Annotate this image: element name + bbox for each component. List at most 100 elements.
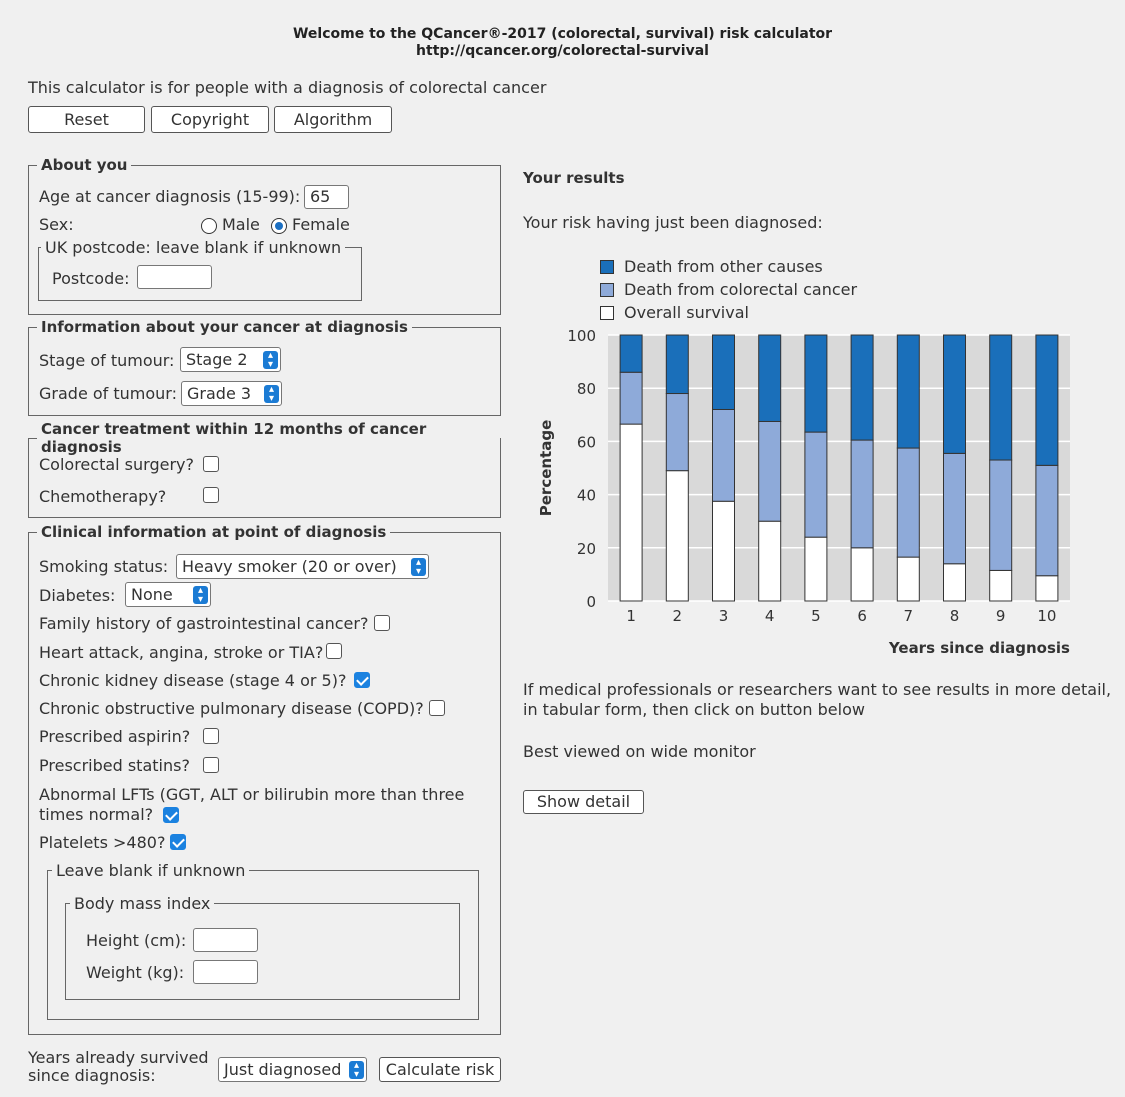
detail-note: If medical professionals or researchers … xyxy=(523,680,1111,720)
diabetes-label: Diabetes: xyxy=(39,586,116,605)
colorectal-segment xyxy=(989,459,1013,571)
height-input[interactable] xyxy=(193,928,258,952)
cancer-info-section: Information about your cancer at diagnos… xyxy=(28,318,501,416)
other-causes-segment xyxy=(665,334,689,395)
y-axis-label: Percentage xyxy=(537,420,555,517)
bmi-section: Body mass index xyxy=(65,894,460,1000)
heart-checkbox[interactable] xyxy=(326,643,342,659)
sex-female-label: Female xyxy=(292,215,350,234)
postcode-input[interactable] xyxy=(137,265,212,289)
grade-select[interactable]: Grade 3 ▴ ▾ xyxy=(181,381,282,406)
y-tick-label: 60 xyxy=(577,433,596,451)
survival-segment xyxy=(804,536,828,602)
calculate-risk-button[interactable]: Calculate risk xyxy=(379,1057,501,1082)
age-input[interactable]: 65 xyxy=(304,185,349,209)
show-detail-button[interactable]: Show detail xyxy=(523,790,644,814)
sex-male-radio[interactable] xyxy=(201,218,217,234)
x-tick-label: 3 xyxy=(719,607,729,625)
legend-label-colorectal: Death from colorectal cancer xyxy=(624,280,858,299)
lfts-label-line2: times normal? xyxy=(39,805,154,824)
x-tick-label: 1 xyxy=(626,607,636,625)
cancer-info-legend: Information about your cancer at diagnos… xyxy=(41,318,408,336)
legend-swatch-colorectal xyxy=(600,283,614,297)
weight-label: Weight (kg): xyxy=(86,963,185,982)
colorectal-segment xyxy=(896,447,920,558)
smoking-label: Smoking status: xyxy=(39,557,169,576)
surgery-checkbox[interactable] xyxy=(203,456,219,472)
x-tick-label: 10 xyxy=(1037,607,1056,625)
other-causes-segment xyxy=(850,334,874,441)
stage-select[interactable]: Stage 2 ▴ ▾ xyxy=(180,347,281,372)
aspirin-checkbox[interactable] xyxy=(203,728,219,744)
other-causes-segment xyxy=(619,334,643,373)
chevron-updown-icon: ▴ ▾ xyxy=(264,385,279,404)
algorithm-button[interactable]: Algorithm xyxy=(274,106,392,133)
blank-if-unknown-legend: Leave blank if unknown xyxy=(56,861,246,880)
x-tick-label: 8 xyxy=(950,607,960,625)
years-survived-label-line2: since diagnosis: xyxy=(28,1066,156,1085)
x-tick-label: 2 xyxy=(673,607,683,625)
detail-note-line2: in tabular form, then click on button be… xyxy=(523,700,865,719)
copd-label: Chronic obstructive pulmonary disease (C… xyxy=(39,699,424,718)
statins-checkbox[interactable] xyxy=(203,757,219,773)
other-causes-segment xyxy=(758,334,782,422)
survival-segment xyxy=(758,520,782,602)
weight-input[interactable] xyxy=(193,960,258,984)
lfts-label-line1: Abnormal LFTs (GGT, ALT or bilirubin mor… xyxy=(39,785,465,804)
x-tick-label: 4 xyxy=(765,607,775,625)
chemo-label: Chemotherapy? xyxy=(39,487,167,506)
copd-checkbox[interactable] xyxy=(429,700,445,716)
y-tick-label: 0 xyxy=(586,593,596,611)
diabetes-select[interactable]: None ▴ ▾ xyxy=(125,582,211,607)
sex-female-radio[interactable] xyxy=(271,218,287,234)
clinical-legend: Clinical information at point of diagnos… xyxy=(41,523,387,541)
chemo-checkbox[interactable] xyxy=(203,487,219,503)
treatment-section: Cancer treatment within 12 months of can… xyxy=(28,420,501,518)
smoking-select[interactable]: Heavy smoker (20 or over) ▴ ▾ xyxy=(176,554,429,579)
survival-segment xyxy=(619,423,643,602)
reset-button[interactable]: Reset xyxy=(28,106,145,133)
colorectal-segment xyxy=(665,393,689,472)
statins-label: Prescribed statins? xyxy=(39,756,190,775)
colorectal-segment xyxy=(758,420,782,522)
lfts-checkbox[interactable] xyxy=(163,807,179,823)
family-history-checkbox[interactable] xyxy=(374,615,390,631)
other-causes-segment xyxy=(943,334,966,454)
page-header: Welcome to the QCancer®-2017 (colorectal… xyxy=(0,26,1125,60)
colorectal-segment xyxy=(943,452,966,565)
chevron-updown-icon: ▴ ▾ xyxy=(349,1061,364,1080)
diabetes-select-value: None xyxy=(131,585,173,604)
survival-segment xyxy=(850,547,874,602)
legend-label-survival: Overall survival xyxy=(624,303,749,322)
other-causes-segment xyxy=(712,334,735,410)
copyright-button[interactable]: Copyright xyxy=(151,106,269,133)
platelets-checkbox[interactable] xyxy=(170,834,186,850)
chevron-updown-icon: ▴ ▾ xyxy=(411,558,426,577)
age-label: Age at cancer diagnosis (15-99): xyxy=(39,187,301,206)
legend-swatch-other-causes xyxy=(600,260,614,274)
best-viewed-note: Best viewed on wide monitor xyxy=(523,742,756,761)
stage-select-value: Stage 2 xyxy=(186,350,248,369)
chevron-updown-icon: ▴ ▾ xyxy=(263,351,278,370)
x-tick-label: 6 xyxy=(857,607,867,625)
y-tick-label: 100 xyxy=(567,327,596,345)
aspirin-label: Prescribed aspirin? xyxy=(39,727,191,746)
postcode-label: Postcode: xyxy=(52,269,130,288)
survival-segment xyxy=(896,556,920,602)
years-survived-label: Years already survived since diagnosis: xyxy=(28,1049,209,1085)
years-survived-select[interactable]: Just diagnosed ▴ ▾ xyxy=(218,1057,367,1082)
survival-segment xyxy=(943,563,966,602)
family-history-label: Family history of gastrointestinal cance… xyxy=(39,614,369,633)
blank-if-unknown-section: Leave blank if unknown xyxy=(47,861,479,1020)
colorectal-segment xyxy=(619,371,643,425)
other-causes-segment xyxy=(804,334,828,433)
surgery-label: Colorectal surgery? xyxy=(39,455,194,474)
height-label: Height (cm): xyxy=(86,931,187,950)
heart-label: Heart attack, angina, stroke or TIA? xyxy=(39,643,324,662)
years-survived-select-value: Just diagnosed xyxy=(224,1060,342,1079)
other-causes-segment xyxy=(989,334,1013,461)
about-you-section: About you xyxy=(28,156,501,315)
kidney-checkbox[interactable] xyxy=(354,672,370,688)
years-survived-label-line1: Years already survived xyxy=(28,1048,209,1067)
colorectal-segment xyxy=(712,408,735,502)
